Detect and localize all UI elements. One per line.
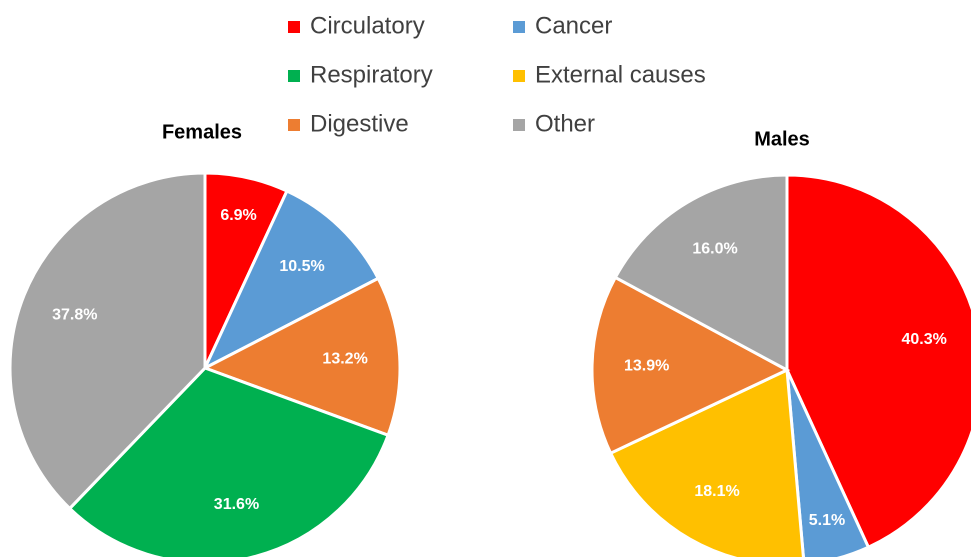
legend-label: Circulatory xyxy=(310,12,425,39)
pie-slice xyxy=(785,173,971,550)
data-label: 13.9% xyxy=(624,357,669,374)
legend-swatch xyxy=(513,21,525,33)
legend-label: Respiratory xyxy=(310,61,433,88)
legend-label: External causes xyxy=(535,61,706,88)
data-label: 16.0% xyxy=(692,241,737,258)
data-label: 13.2% xyxy=(322,350,367,367)
pie-slice xyxy=(785,369,871,557)
pie-slice xyxy=(590,275,791,456)
legend-swatch xyxy=(288,70,300,82)
data-label: 10.5% xyxy=(279,258,324,275)
pie-slice xyxy=(67,366,390,557)
chart-title: Females xyxy=(162,121,242,143)
legend-swatch xyxy=(288,119,300,131)
chart-title: Males xyxy=(754,128,810,150)
legend-swatch xyxy=(513,119,525,131)
pie-slice xyxy=(201,276,402,438)
data-label: 5.1% xyxy=(809,512,845,529)
legend-label: Digestive xyxy=(310,110,409,137)
data-label: 6.9% xyxy=(220,207,256,224)
legend-label: Cancer xyxy=(535,12,612,39)
pie-slice xyxy=(608,367,805,557)
legend-swatch xyxy=(513,70,525,82)
legend-swatch xyxy=(288,21,300,33)
pie-slice xyxy=(8,171,207,511)
data-label: 31.6% xyxy=(214,496,259,513)
pie-slice xyxy=(201,189,381,372)
legend-label: Other xyxy=(535,110,595,137)
data-label: 18.1% xyxy=(694,483,739,500)
data-label: 40.3% xyxy=(901,331,946,348)
pie-slice xyxy=(613,173,789,373)
data-label: 37.8% xyxy=(52,307,97,324)
